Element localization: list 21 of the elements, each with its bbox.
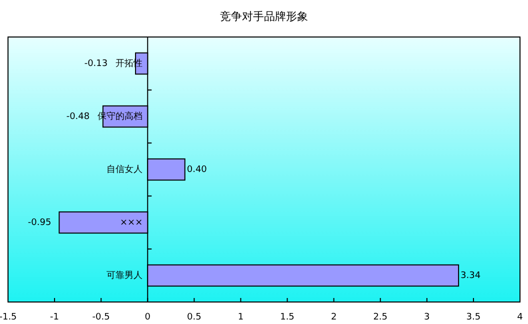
x-tick-label: 3.5	[466, 312, 481, 322]
x-tick-label: -1.5	[0, 312, 17, 322]
data-label: 3.34	[460, 270, 481, 281]
x-tick-label: 2.5	[373, 312, 388, 322]
x-tick-label: -1	[50, 312, 60, 322]
x-tick-label: -0.5	[92, 312, 110, 322]
x-tick-label: 4	[517, 312, 524, 322]
x-tick-label: 0.5	[187, 312, 202, 322]
data-label: -0.95	[28, 218, 52, 228]
x-tick-label: 0	[144, 312, 151, 322]
x-tick-label: 3	[424, 312, 430, 322]
chart-title: 竞争对手品牌形象	[220, 10, 308, 24]
x-tick-label: 1.5	[280, 312, 294, 322]
x-tick-label: 2	[330, 312, 337, 322]
y-tick-label: 可靠男人	[106, 270, 143, 281]
y-tick-label: 自信女人	[106, 164, 143, 175]
y-tick-label: ×××	[120, 218, 143, 228]
data-label: 0.40	[186, 164, 208, 175]
data-label: -0.48	[66, 112, 90, 122]
data-label: -0.13	[84, 58, 108, 69]
x-tick-label: 1	[238, 312, 244, 322]
